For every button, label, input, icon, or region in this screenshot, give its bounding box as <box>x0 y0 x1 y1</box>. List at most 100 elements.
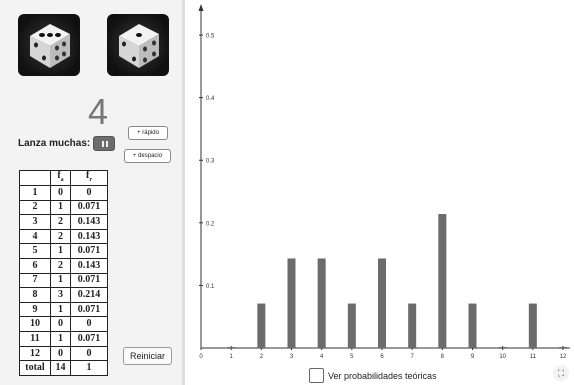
bar-12 <box>559 347 567 348</box>
bar-9 <box>468 303 477 348</box>
table-row: 7 1 0.071 <box>19 272 108 289</box>
table-cell-relative: 0.071 <box>70 199 108 216</box>
table-cell-absolute: 0 <box>50 345 71 362</box>
y-tick-label: 0.5 <box>206 34 215 40</box>
pause-icon-bar-left <box>102 141 104 147</box>
table-cell-relative: 0.214 <box>70 287 108 303</box>
table-cell-relative: 0.143 <box>70 214 108 230</box>
fullscreen-icon[interactable]: ⛶ <box>553 365 569 381</box>
x-tick-label: 9 <box>471 354 475 360</box>
y-tick-label: 0.4 <box>206 96 215 102</box>
y-tick-label: 0.3 <box>206 159 215 165</box>
x-tick-label: 4 <box>320 354 324 360</box>
x-tick-label: 3 <box>290 354 294 360</box>
table-cell-absolute: 0 <box>50 316 71 333</box>
bar-11 <box>528 303 537 348</box>
die-left-image <box>18 14 80 76</box>
table-cell-absolute: 2 <box>50 228 71 245</box>
x-tick-label: 5 <box>350 354 354 360</box>
table-cell-relative: 0.071 <box>70 301 108 318</box>
table-row: total 14 1 <box>19 360 108 376</box>
bar-5 <box>347 303 356 348</box>
x-tick-label: 2 <box>260 354 264 360</box>
table-header-relative: fr <box>70 170 108 186</box>
faster-button[interactable]: + rápido <box>128 126 168 140</box>
table-cell-value: 10 <box>19 316 51 333</box>
table-header-absolute: fa <box>50 170 71 186</box>
table-cell-absolute: 14 <box>50 360 71 376</box>
x-tick-label: 11 <box>530 354 537 360</box>
bar-4 <box>317 258 326 348</box>
pause-icon-bar-right <box>106 141 108 147</box>
table-cell-value: 8 <box>19 287 51 303</box>
bar-3 <box>287 258 296 348</box>
table-cell-relative: 0 <box>70 185 108 201</box>
slower-button[interactable]: + despacio <box>124 149 171 163</box>
theory-probabilities-label: Ver probabilidades teóricas <box>328 371 437 381</box>
table-cell-absolute: 1 <box>50 272 71 289</box>
table-cell-value: 4 <box>19 228 51 245</box>
frequency-table: fa fr 1 0 0 2 1 0.071 3 2 0.143 4 2 0.143 5 1 0.071 6 2 0… <box>19 170 108 376</box>
table-cell-value: 11 <box>19 331 51 347</box>
table-row: 4 2 0.143 <box>19 228 108 245</box>
table-row: 8 3 0.214 <box>19 287 108 303</box>
y-tick-label: 0.2 <box>206 221 215 227</box>
table-cell-absolute: 2 <box>50 214 71 230</box>
table-cell-relative: 1 <box>70 360 108 376</box>
table-cell-value: 12 <box>19 345 51 362</box>
table-cell-relative: 0 <box>70 345 108 362</box>
table-row: 5 1 0.071 <box>19 243 108 260</box>
x-tick-label: 8 <box>441 354 445 360</box>
table-cell-absolute: 1 <box>50 301 71 318</box>
table-header-value <box>19 170 51 186</box>
table-cell-value: 2 <box>19 199 51 216</box>
table-cell-relative: 0 <box>70 316 108 333</box>
table-cell-absolute: 3 <box>50 287 71 303</box>
frequency-bar-chart: 0.10.20.30.40.5 0 1 2 3 4 5 6 7 8 9 10 11 12 <box>198 4 570 360</box>
table-row: 12 0 0 <box>19 345 108 362</box>
table-cell-value: 7 <box>19 272 51 289</box>
y-tick-label: 0.1 <box>206 284 215 290</box>
table-cell-relative: 0.071 <box>70 272 108 289</box>
x-tick-label: 12 <box>560 354 567 360</box>
table-row: 3 2 0.143 <box>19 214 108 230</box>
x-tick-label: 7 <box>410 354 414 360</box>
y-axis-arrow-icon <box>198 4 204 11</box>
bar-2 <box>257 303 266 348</box>
x-tick-label: 6 <box>380 354 384 360</box>
table-cell-value: 3 <box>19 214 51 230</box>
panel-divider[interactable] <box>182 0 185 385</box>
table-row: 11 1 0.071 <box>19 331 108 347</box>
table-cell-value: total <box>19 360 51 376</box>
table-cell-value: 9 <box>19 301 51 318</box>
table-cell-relative: 0.071 <box>70 243 108 260</box>
lanza-muchas-label: Lanza muchas: <box>18 138 91 149</box>
table-cell-absolute: 2 <box>50 258 71 274</box>
table-header-row: fa fr <box>19 170 108 186</box>
table-cell-value: 5 <box>19 243 51 260</box>
table-cell-absolute: 1 <box>50 199 71 216</box>
table-cell-relative: 0.143 <box>70 228 108 245</box>
bar-8 <box>438 214 447 348</box>
bar-6 <box>378 258 386 348</box>
bar-10 <box>498 347 507 348</box>
table-cell-absolute: 1 <box>50 331 71 347</box>
pause-button[interactable] <box>93 136 115 151</box>
reset-button[interactable]: Reiniciar <box>123 347 172 365</box>
table-row: 2 1 0.071 <box>19 199 108 216</box>
x-tick-label: 1 <box>229 354 233 360</box>
theory-probabilities-checkbox[interactable] <box>309 368 324 383</box>
bar-1 <box>227 347 236 348</box>
table-row: 10 0 0 <box>19 316 108 333</box>
table-cell-value: 6 <box>19 258 51 274</box>
table-cell-absolute: 0 <box>50 185 71 201</box>
table-row: 9 1 0.071 <box>19 301 108 318</box>
bar-7 <box>408 303 417 348</box>
dice-sum-value: 4 <box>88 91 109 132</box>
table-row: 6 2 0.143 <box>19 258 108 274</box>
table-cell-relative: 0.071 <box>70 331 108 347</box>
die-right-image <box>107 14 169 76</box>
table-cell-value: 1 <box>19 185 51 201</box>
table-cell-absolute: 1 <box>50 243 71 260</box>
